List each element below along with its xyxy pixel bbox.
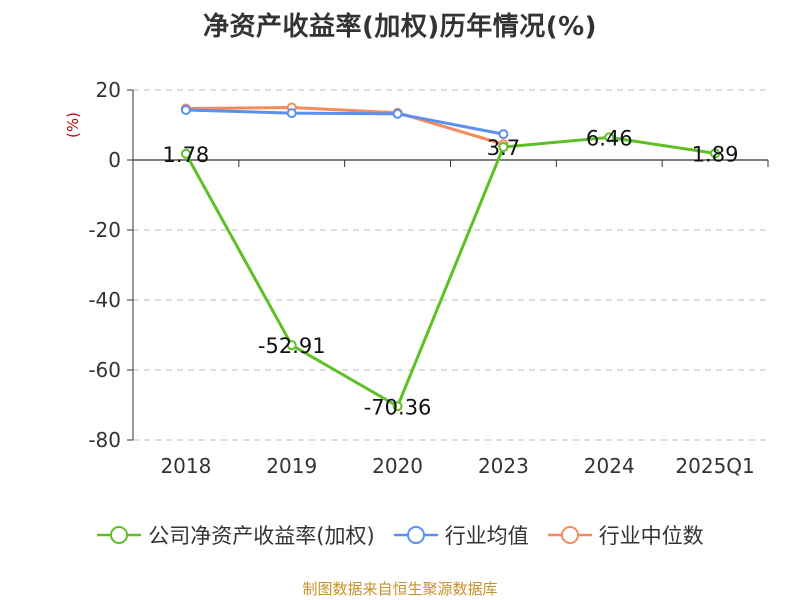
data-labels: 1.78 -52.91 -70.36 3.7 6.46 1.89 [163,126,739,419]
series-lines [180,102,721,412]
data-label: 1.89 [692,142,739,166]
y-axis-unit-label: (%) [64,112,82,138]
data-point [180,148,191,159]
data-point [286,108,297,119]
series-line [185,106,504,146]
y-tick-label: -60 [88,358,121,382]
legend-line-marker-icon [393,526,438,544]
legend-label: 公司净资产收益率(加权) [148,524,375,548]
y-tick-label: -80 [88,428,121,452]
data-label: -52.91 [258,334,326,358]
data-point [498,142,509,153]
legend-item[interactable]: 行业均值 [393,520,529,550]
legend-line-marker-icon [97,526,142,544]
x-tick-label: 2020 [372,454,423,478]
data-point [180,104,191,115]
legend: 公司净资产收益率(加权) 行业均值 行业中位数 [0,520,800,550]
chart-title: 净资产收益率(加权)历年情况(%) [202,12,598,42]
data-point [392,108,403,119]
axes: 20 0 -20 -40 -60 -80 2018 2019 2020 2023 2024 2025Q… [88,78,769,478]
source-note: 制图数据来自恒生聚源数据库 [302,580,498,598]
series-line [185,108,504,136]
legend-line-marker-icon [547,526,592,544]
legend-label: 行业均值 [444,524,529,548]
legend-label: 行业中位数 [598,524,704,548]
data-point [286,340,297,351]
grid-lines [133,89,768,441]
data-label: 1.78 [163,143,210,167]
x-tick-label: 2019 [266,454,317,478]
data-point [392,401,403,412]
data-label: 6.46 [586,126,633,150]
x-tick-label: 2023 [478,454,529,478]
legend-item[interactable]: 行业中位数 [547,520,704,550]
data-point [604,132,615,143]
data-point [498,129,509,140]
data-point [710,148,721,159]
y-tick-label: 0 [108,148,121,172]
series-line [184,135,716,408]
y-tick-label: -40 [88,288,121,312]
legend-item[interactable]: 公司净资产收益率(加权) [96,520,375,550]
data-label: -70.36 [364,395,432,419]
x-tick-label: 2024 [584,454,635,478]
y-tick-label: -20 [88,218,121,242]
x-tick-label: 2025Q1 [675,454,754,478]
x-tick-label: 2018 [160,454,211,478]
data-label: 3.7 [487,136,520,160]
y-tick-label: 20 [96,78,121,102]
